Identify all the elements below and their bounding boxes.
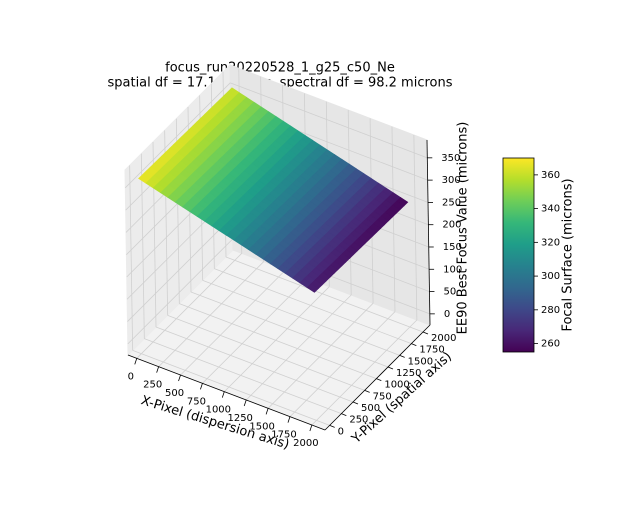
x-tick-label: 500 bbox=[165, 388, 184, 399]
x-tick bbox=[243, 399, 247, 407]
x-tick bbox=[134, 358, 138, 365]
y-axis-line bbox=[324, 324, 431, 431]
grid-line bbox=[180, 269, 286, 376]
x-tick-label: 2000 bbox=[293, 438, 318, 449]
grid-line bbox=[125, 82, 231, 189]
y-tick bbox=[329, 424, 335, 428]
y-tick bbox=[411, 343, 417, 347]
z-tick-label: 250 bbox=[442, 197, 461, 208]
x-tick bbox=[287, 416, 291, 423]
y-tick-label: 0 bbox=[338, 426, 344, 437]
z-tick-label: 350 bbox=[441, 153, 460, 164]
x-tick bbox=[156, 366, 160, 373]
y-tick bbox=[387, 366, 394, 370]
z-axis-line bbox=[426, 139, 431, 326]
x-tick-label: 250 bbox=[143, 380, 162, 391]
y-tick-label: 250 bbox=[349, 415, 368, 426]
grid-line bbox=[202, 278, 308, 384]
grid-line bbox=[224, 286, 330, 392]
grid-line bbox=[167, 314, 365, 391]
x-tick-label: 0 bbox=[128, 371, 134, 382]
y-tick-label: 1750 bbox=[419, 345, 444, 356]
x-axis-line bbox=[127, 354, 326, 431]
grid-line bbox=[158, 261, 264, 367]
grid-line bbox=[155, 326, 354, 403]
grid-line bbox=[413, 134, 418, 321]
colorbar-tick-label: 320 bbox=[541, 237, 560, 248]
x-tick bbox=[309, 424, 313, 432]
grid-line bbox=[190, 291, 389, 368]
chart-title: focus_run20220528_1_g25_c50_Ne bbox=[165, 61, 395, 76]
surface-patch bbox=[306, 283, 319, 293]
y-tick bbox=[352, 401, 359, 405]
y-tick-label: 750 bbox=[373, 391, 392, 402]
grid-line bbox=[230, 82, 428, 159]
grid-line bbox=[136, 253, 243, 359]
grid-line bbox=[245, 294, 352, 401]
y-tick-label: 1500 bbox=[408, 356, 433, 367]
grid-line bbox=[127, 238, 234, 345]
x-tick bbox=[265, 408, 269, 415]
grid-line bbox=[144, 338, 342, 415]
colorbar-tick-label: 340 bbox=[541, 204, 560, 215]
grid-line bbox=[132, 349, 330, 426]
x-tick-label: 1250 bbox=[227, 413, 252, 424]
x-tick-label: 1750 bbox=[271, 430, 296, 441]
grid-line bbox=[202, 279, 400, 356]
z-tick-label: 0 bbox=[444, 309, 450, 320]
z-tick-label: 200 bbox=[442, 220, 461, 231]
grid-line bbox=[127, 216, 233, 322]
x-tick bbox=[178, 374, 181, 382]
grid-line bbox=[225, 256, 424, 333]
grid-line bbox=[129, 165, 134, 351]
x-tick bbox=[200, 383, 203, 390]
x-tick-label: 1500 bbox=[249, 421, 274, 432]
y-tick bbox=[376, 378, 382, 382]
x-tick-label: 1000 bbox=[206, 405, 231, 416]
x-tick bbox=[221, 391, 225, 398]
y-tick-label: 2000 bbox=[431, 333, 456, 344]
grid-line bbox=[267, 303, 374, 409]
grid-line bbox=[391, 126, 396, 312]
y-tick-label: 1000 bbox=[384, 380, 409, 391]
y-tick bbox=[364, 389, 370, 393]
colorbar bbox=[502, 157, 535, 353]
z-tick-label: 50 bbox=[443, 287, 456, 298]
grid-line bbox=[179, 303, 377, 380]
grid-line bbox=[214, 268, 412, 345]
colorbar-tick-label: 280 bbox=[541, 305, 560, 316]
colorbar-tick-label: 360 bbox=[541, 170, 560, 181]
y-tick bbox=[422, 331, 429, 335]
colorbar-tick-label: 260 bbox=[541, 339, 560, 350]
x-tick-label: 750 bbox=[187, 396, 206, 407]
y-tick-label: 1250 bbox=[396, 368, 421, 379]
colorbar-label: Focal Surface (microns) bbox=[561, 178, 576, 331]
y-tick-label: 500 bbox=[361, 403, 380, 414]
z-tick-label: 150 bbox=[443, 242, 462, 253]
y-tick bbox=[341, 413, 347, 417]
chart-subtitle: spatial df = 17.1 microns, spectral df =… bbox=[107, 76, 452, 91]
grid-line bbox=[289, 311, 396, 417]
z-axis-label: EE90 Best Focus Value (microns) bbox=[456, 122, 471, 335]
grid-line bbox=[311, 319, 418, 426]
grid-line bbox=[140, 153, 145, 339]
y-tick bbox=[399, 354, 405, 358]
colorbar-tick-label: 300 bbox=[541, 271, 560, 282]
z-tick-label: 300 bbox=[442, 175, 461, 186]
z-tick-label: 100 bbox=[443, 264, 462, 275]
